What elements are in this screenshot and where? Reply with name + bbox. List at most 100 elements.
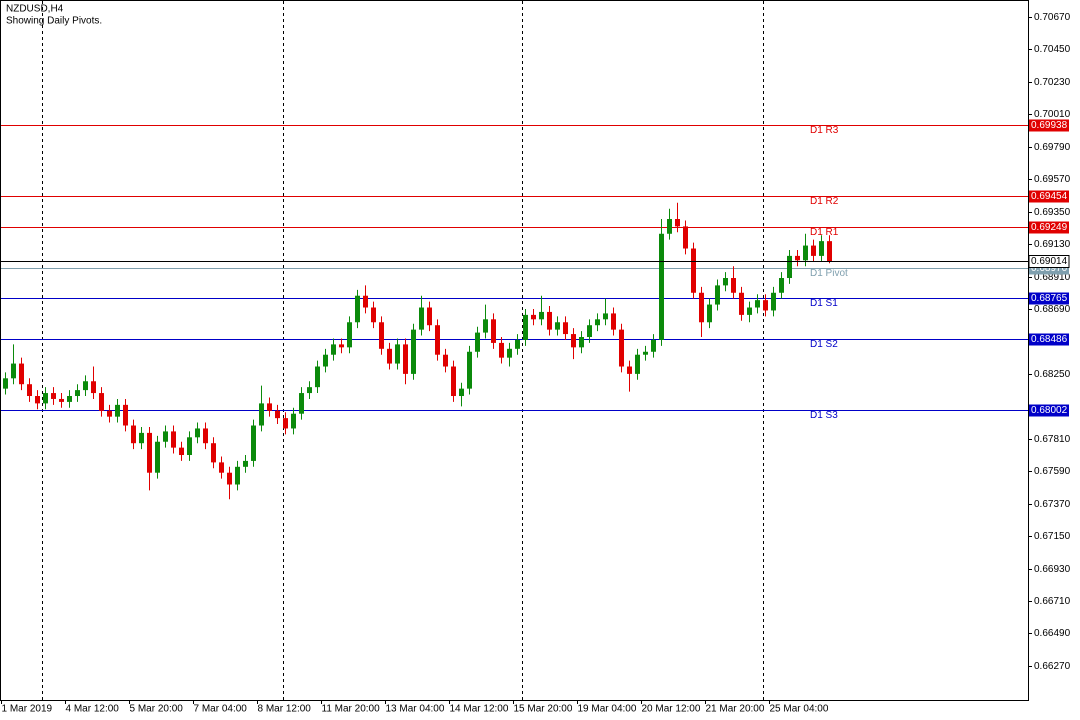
candle-body xyxy=(451,366,456,397)
pivot-price: 0.69249 xyxy=(1031,222,1068,233)
candle-body xyxy=(267,403,272,411)
y-tick-label: 0.67150 xyxy=(1034,531,1071,542)
x-tick-label: 7 Mar 04:00 xyxy=(194,704,248,715)
pivot-price-box xyxy=(1029,404,1069,417)
candle-body xyxy=(203,428,208,444)
y-tick-label: 0.68690 xyxy=(1034,304,1071,315)
candle-body xyxy=(531,314,536,320)
candle-body xyxy=(131,425,136,444)
x-tick-label: 5 Mar 20:00 xyxy=(130,704,184,715)
candle-body xyxy=(595,319,600,326)
candle-body xyxy=(459,388,464,397)
candle-body xyxy=(99,393,104,411)
candle-body xyxy=(739,292,744,315)
x-tick-label: 1 Mar 2019 xyxy=(2,704,53,715)
candle-body xyxy=(611,313,616,330)
candle-body xyxy=(715,285,720,305)
pivot-name: D1 R1 xyxy=(810,227,839,238)
last-price-label: 0.69014 xyxy=(1031,256,1068,267)
candle-body xyxy=(619,329,624,367)
candle-body xyxy=(443,354,448,367)
pivot-name: D1 S2 xyxy=(810,339,838,350)
candle-body xyxy=(387,348,392,364)
candle-body xyxy=(139,432,144,444)
candle-body xyxy=(643,351,648,355)
candle-body xyxy=(355,295,360,323)
candle-body xyxy=(283,418,288,429)
candle-body xyxy=(771,292,776,311)
candle-body xyxy=(291,413,296,429)
pivot-price: 0.68970 xyxy=(1031,263,1068,274)
y-tick-label: 0.70230 xyxy=(1034,77,1071,88)
candle-body xyxy=(755,300,760,308)
candle-body xyxy=(635,354,640,374)
candle-body xyxy=(59,398,64,402)
candle-body xyxy=(555,322,560,330)
candle-body xyxy=(603,313,608,320)
candle-body xyxy=(371,307,376,323)
chart-title: NZDUSD,H4 xyxy=(6,4,64,15)
candle-body xyxy=(627,366,632,374)
pivot-name: D1 R2 xyxy=(810,196,839,207)
candle-body xyxy=(75,390,80,397)
x-tick-label: 11 Mar 20:00 xyxy=(322,704,381,715)
pivot-name: D1 S1 xyxy=(810,298,838,309)
pivot-name: D1 S3 xyxy=(810,410,838,421)
y-tick-label: 0.69350 xyxy=(1034,207,1071,218)
candle-body xyxy=(803,245,808,261)
candle-body xyxy=(571,334,576,348)
candle-body xyxy=(651,339,656,352)
candle-body xyxy=(211,443,216,463)
candle-body xyxy=(483,319,488,333)
candle-body xyxy=(315,366,320,388)
candle-body xyxy=(731,278,736,293)
y-tick-label: 0.69570 xyxy=(1034,174,1071,185)
y-tick-label: 0.70010 xyxy=(1034,109,1071,120)
candle-body xyxy=(723,278,728,286)
candle-body xyxy=(683,226,688,249)
pivot-name: D1 R3 xyxy=(810,125,839,136)
candle-body xyxy=(107,410,112,417)
candle-body xyxy=(123,404,128,426)
y-tick-label: 0.68250 xyxy=(1034,369,1071,380)
candle-body xyxy=(547,311,552,330)
candle-body xyxy=(523,314,528,340)
candle-body xyxy=(819,241,824,256)
candle-body xyxy=(435,325,440,355)
candle-body xyxy=(91,381,96,394)
candle-body xyxy=(11,363,16,379)
candle-body xyxy=(659,233,664,340)
x-tick-label: 13 Mar 04:00 xyxy=(386,704,445,715)
candle-body xyxy=(467,351,472,389)
y-tick-label: 0.66270 xyxy=(1034,661,1071,672)
x-tick-label: 15 Mar 20:00 xyxy=(514,704,573,715)
candle-body xyxy=(491,319,496,343)
pivot-price-box xyxy=(1029,190,1069,203)
candle-body xyxy=(147,432,152,473)
candle-body xyxy=(811,245,816,256)
candle-body xyxy=(363,295,368,308)
candle-body xyxy=(587,325,592,338)
pivot-price: 0.68002 xyxy=(1031,405,1068,416)
candle-body xyxy=(563,322,568,335)
candle-body xyxy=(219,462,224,473)
x-tick-label: 8 Mar 12:00 xyxy=(258,704,312,715)
candle-body xyxy=(187,437,192,456)
candle-body xyxy=(763,300,768,311)
candle-body xyxy=(259,403,264,426)
x-tick-label: 20 Mar 12:00 xyxy=(642,704,701,715)
candle-body xyxy=(347,322,352,348)
plot-frame xyxy=(0,0,1029,701)
candle-body xyxy=(83,381,88,391)
candle-body xyxy=(795,255,800,261)
chart-subtitle: Showing Daily Pivots. xyxy=(6,16,102,27)
candle-body xyxy=(427,307,432,326)
candle-body xyxy=(499,342,504,358)
last-price-box xyxy=(1028,255,1070,268)
candle-body xyxy=(67,396,72,402)
candle-body xyxy=(827,241,832,262)
candle-body xyxy=(179,447,184,456)
candle-body xyxy=(3,378,8,389)
candle-body xyxy=(667,219,672,234)
